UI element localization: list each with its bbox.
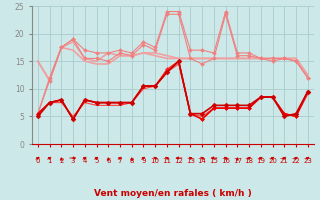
Text: Vent moyen/en rafales ( km/h ): Vent moyen/en rafales ( km/h ) bbox=[94, 189, 252, 198]
